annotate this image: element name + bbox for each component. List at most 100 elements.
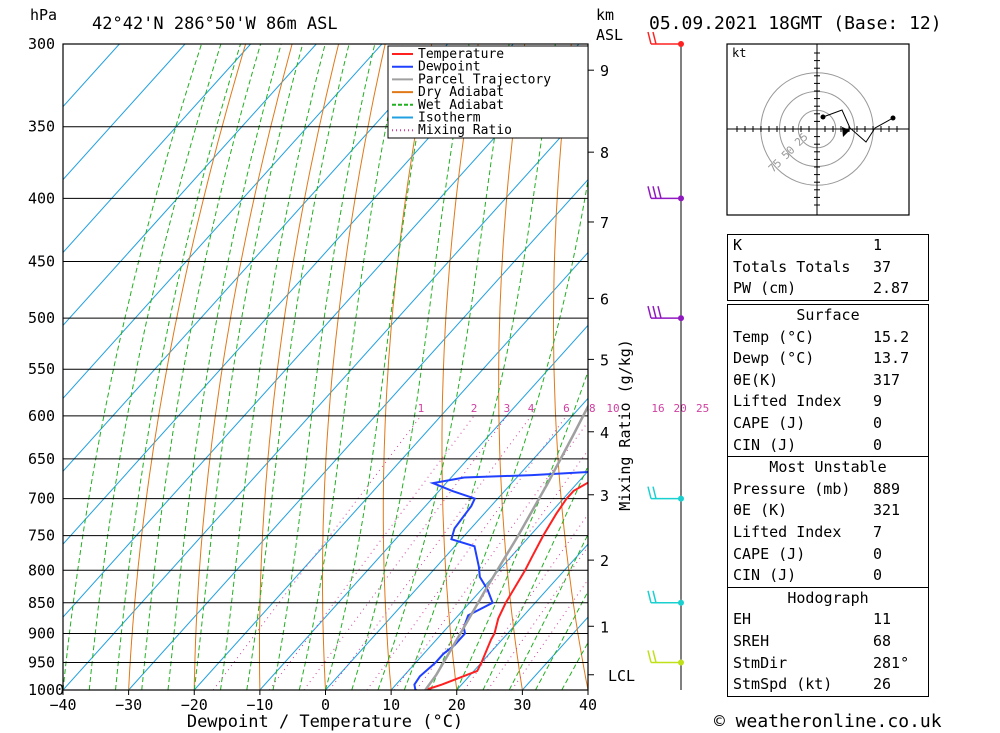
isotherm-line — [63, 105, 588, 690]
isotherm-line — [63, 44, 120, 108]
wet-adiabat-line — [63, 44, 202, 690]
mixing-ratio-line — [394, 421, 588, 690]
legend-entry: Dewpoint — [418, 60, 481, 75]
mixing-ratio-line — [487, 545, 588, 690]
isotherm-line — [63, 44, 186, 181]
legend-entry: Parcel Trajectory — [418, 72, 551, 87]
surface-row: CAPE (J) 0 — [733, 413, 883, 432]
height-unit-asl: ASL — [596, 26, 623, 44]
legend-entry: Dry Adiabat — [418, 85, 504, 100]
km-tick-label: 4 — [600, 424, 609, 442]
mixing-ratio-label: 4 — [528, 402, 535, 415]
temperature-profile-line — [424, 481, 588, 690]
km-tick-label: 6 — [600, 290, 609, 308]
legend-entry: Wet Adiabat — [418, 98, 504, 113]
legend-entry: Isotherm — [418, 111, 481, 126]
wet-adiabat-line — [246, 44, 350, 690]
most-unstable-row: Pressure (mb) 889 — [733, 479, 901, 498]
pressure-tick-label: 850 — [28, 594, 55, 612]
wet-adiabat-line — [141, 44, 262, 690]
x-tick-label: 20 — [448, 696, 466, 714]
mixing-ratio-line — [303, 415, 508, 690]
isotherm-line — [63, 44, 317, 327]
height-unit-km: km — [596, 6, 614, 24]
hodograph-row: SREH 68 — [733, 631, 892, 650]
mixing-ratio-line — [463, 513, 588, 690]
surface-row: Temp (°C) 15.2 — [733, 327, 910, 346]
pressure-tick-label: 1000 — [28, 681, 64, 699]
pressure-tick-label: 700 — [28, 490, 55, 508]
hodograph-row: EH 11 — [733, 610, 892, 629]
pressure-tick-label: 500 — [28, 309, 55, 327]
most-unstable-row: CAPE (J) 0 — [733, 544, 883, 563]
mixing-ratio-label: 6 — [563, 402, 570, 415]
pressure-tick-label: 750 — [28, 527, 55, 545]
pressure-tick-label: 600 — [28, 407, 55, 425]
wind-barb-flag — [657, 186, 662, 199]
mixing-ratio-label: 8 — [589, 402, 596, 415]
isotherm-line — [259, 324, 588, 690]
y2-axis-label: Mixing Ratio (g/kg) — [616, 339, 634, 511]
wet-adiabat-line — [220, 44, 326, 690]
km-tick-label: 9 — [600, 62, 609, 80]
wet-adiabat-line — [403, 44, 556, 690]
most-unstable-title: Most Unstable — [728, 456, 928, 479]
wet-adiabat-line — [351, 44, 470, 690]
x-tick-label: −40 — [49, 696, 76, 714]
isotherm-line — [325, 397, 588, 690]
isotherm-line — [128, 178, 588, 690]
dry-adiabat-line — [128, 44, 247, 690]
surface-row: Dewp (°C) 13.7 — [733, 349, 910, 368]
parcel-trajectory-profile-line — [424, 403, 588, 690]
most-unstable-row: θE (K) 321 — [733, 501, 901, 520]
hodograph-row: StmSpd (kt) 26 — [733, 675, 892, 694]
hodo-unit-label: kt — [732, 46, 746, 60]
pressure-tick-label: 350 — [28, 118, 55, 136]
wet-adiabat-line — [430, 177, 588, 690]
index-row-pw: PW (cm) 2.87 — [733, 279, 910, 298]
pressure-tick-label: 450 — [28, 253, 55, 271]
hodograph-trace — [822, 109, 894, 143]
surface-title: Surface — [796, 306, 860, 324]
isotherm-line — [193, 251, 588, 690]
hodograph-title: Hodograph — [728, 586, 928, 610]
km-tick-label: LCL — [608, 667, 635, 685]
km-tick-label: 8 — [600, 144, 609, 162]
isotherm-line — [390, 470, 588, 690]
storm-motion-arrow — [842, 127, 850, 137]
wind-barb-flag — [652, 590, 657, 603]
wind-barb-flag — [652, 31, 657, 45]
mixing-ratio-label: 10 — [606, 402, 619, 415]
isotherm-line — [63, 44, 383, 400]
wind-barb-flag — [647, 650, 652, 663]
isotherm-line — [456, 543, 588, 690]
x-axis-label: Dewpoint / Temperature (°C) — [187, 712, 463, 732]
index-row-totals: Totals Totals 37 — [733, 257, 892, 276]
surface-table: Surface Temp (°C) 15.2 Dewp (°C) 13.7 θE(K… — [727, 304, 929, 697]
mixing-ratio-label: 16 — [651, 402, 664, 415]
mixing-ratio-line — [366, 415, 567, 690]
wind-barb-flag — [647, 31, 652, 45]
pressure-tick-label: 800 — [28, 561, 55, 579]
x-tick-label: 10 — [382, 696, 400, 714]
wet-adiabat-line — [535, 590, 588, 690]
mixing-ratio-label: 3 — [504, 402, 511, 415]
mixing-ratio-label: 1 — [418, 402, 425, 415]
isotherm-line — [63, 44, 252, 254]
wet-adiabat-line — [508, 533, 588, 690]
x-tick-label: −10 — [246, 696, 273, 714]
legend-entry: Mixing Ratio — [418, 123, 512, 138]
pressure-unit-label: hPa — [30, 6, 57, 24]
wind-barb-flag — [652, 186, 657, 199]
x-tick-label: 40 — [579, 696, 597, 714]
wet-adiabat-line — [167, 44, 282, 690]
mixing-ratio-label: 20 — [673, 402, 686, 415]
mixing-ratio-line — [415, 449, 588, 690]
isotherm-line — [63, 44, 514, 545]
mixing-ratio-line — [268, 415, 475, 690]
dry-adiabat-line — [944, 44, 1000, 690]
wind-barb-flag — [652, 650, 657, 663]
